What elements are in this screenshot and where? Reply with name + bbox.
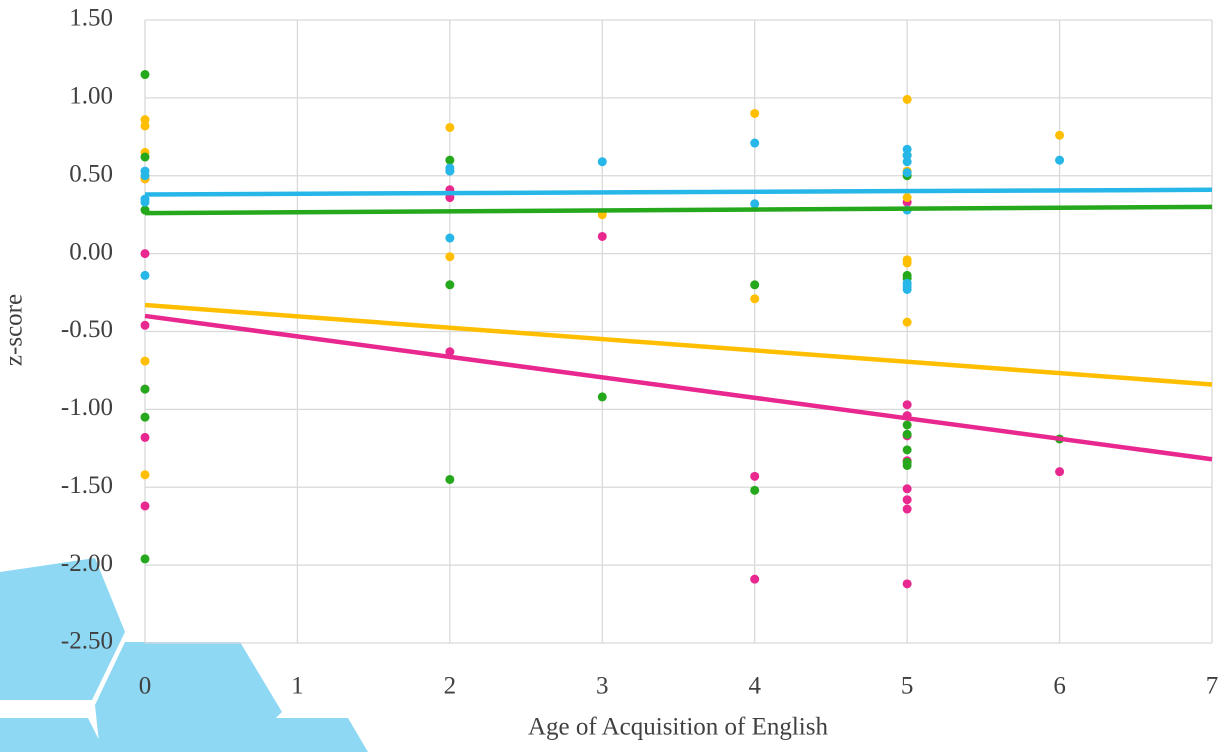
point: [903, 495, 912, 504]
point: [598, 232, 607, 241]
point: [141, 171, 150, 180]
y-tick-label: -2.50: [61, 628, 113, 655]
point: [903, 258, 912, 267]
point: [903, 484, 912, 493]
y-tick-label: 1.50: [69, 5, 113, 32]
point: [903, 505, 912, 514]
x-tick-label: 6: [1053, 673, 1066, 700]
point: [598, 157, 607, 166]
point: [445, 252, 454, 261]
point: [750, 294, 759, 303]
point: [750, 472, 759, 481]
x-tick-label: 1: [291, 673, 304, 700]
point: [750, 486, 759, 495]
point: [445, 167, 454, 176]
point: [141, 271, 150, 280]
point: [903, 285, 912, 294]
point: [903, 168, 912, 177]
x-tick-label: 5: [901, 673, 914, 700]
point: [750, 109, 759, 118]
point: [141, 501, 150, 510]
point: [445, 280, 454, 289]
y-tick-label: -2.00: [61, 550, 113, 577]
x-tick-label: 0: [139, 673, 152, 700]
point: [141, 357, 150, 366]
point: [903, 430, 912, 439]
y-axis-label: z-score: [1, 294, 28, 366]
point: [903, 193, 912, 202]
y-tick-label: -0.50: [61, 316, 113, 343]
point: [750, 575, 759, 584]
y-tick-label: 0.50: [69, 160, 113, 187]
trendline: [145, 305, 1212, 384]
point: [903, 400, 912, 409]
trendline: [145, 207, 1212, 213]
x-tick-label: 3: [596, 673, 609, 700]
y-tick-label: -1.00: [61, 394, 113, 421]
point: [903, 157, 912, 166]
point: [141, 249, 150, 258]
point: [445, 156, 454, 165]
point: [141, 121, 150, 130]
point: [141, 470, 150, 479]
decoration: [0, 558, 368, 752]
chart: Age of Acquisition of English z-score -2…: [0, 0, 1224, 752]
point: [141, 554, 150, 563]
y-tick-label: 0.00: [69, 238, 113, 265]
point: [141, 153, 150, 162]
trendline: [145, 190, 1212, 195]
x-tick-label: 4: [748, 673, 761, 700]
point: [445, 123, 454, 132]
point: [750, 139, 759, 148]
page: Age of Acquisition of English z-score -2…: [0, 0, 1224, 752]
point: [141, 321, 150, 330]
point: [750, 280, 759, 289]
point: [445, 475, 454, 484]
x-tick-label: 7: [1206, 673, 1219, 700]
y-tick-label: 1.00: [69, 83, 113, 110]
point: [1055, 156, 1064, 165]
point: [903, 95, 912, 104]
hexagon: [0, 718, 105, 752]
point: [141, 198, 150, 207]
point: [1055, 467, 1064, 476]
point: [141, 70, 150, 79]
hexagon: [240, 718, 368, 752]
x-axis-label: Age of Acquisition of English: [528, 714, 828, 741]
point: [903, 461, 912, 470]
x-tick-label: 2: [444, 673, 457, 700]
point: [141, 433, 150, 442]
point: [141, 413, 150, 422]
point: [445, 234, 454, 243]
point: [598, 392, 607, 401]
point: [903, 420, 912, 429]
point: [1055, 131, 1064, 140]
point: [903, 318, 912, 327]
point: [141, 385, 150, 394]
point: [750, 199, 759, 208]
point: [903, 579, 912, 588]
y-tick-label: -1.50: [61, 472, 113, 499]
point: [903, 445, 912, 454]
trendline: [145, 316, 1212, 459]
